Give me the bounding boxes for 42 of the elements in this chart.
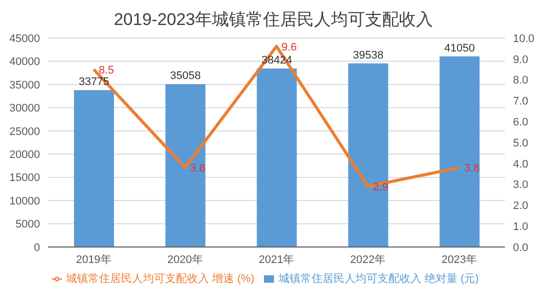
y2-tick-label: 2.0 <box>513 200 528 212</box>
y2-tick-label: 9.0 <box>513 54 528 66</box>
chart-title: 2019-2023年城镇常住居民人均可支配收入 <box>112 9 434 31</box>
legend-label: 城镇常住居民人均可支配收入 增速 (%) <box>66 273 254 285</box>
x-tick-label: 2020年 <box>167 254 203 266</box>
bar <box>440 56 480 247</box>
data-label: 3.8 <box>464 162 480 174</box>
data-label: 35058 <box>170 70 201 82</box>
y-tick-label: 25000 <box>9 126 40 138</box>
y-tick-label: 45000 <box>9 32 40 45</box>
bar <box>256 68 297 247</box>
y2-tick-label: 5.0 <box>513 137 528 150</box>
data-label: 8.5 <box>98 64 114 76</box>
data-label: 2.9 <box>372 181 388 194</box>
x-tick-label: 2022年 <box>350 254 386 266</box>
data-label: 41050 <box>444 42 475 54</box>
y-tick-label: 10000 <box>9 195 40 208</box>
y2-tick-label: 0.0 <box>513 242 528 254</box>
y-tick-label: 5000 <box>16 218 40 231</box>
y-tick-label: 40000 <box>9 56 40 68</box>
bar <box>348 63 388 247</box>
y-tick-label: 15000 <box>9 172 40 184</box>
y2-tick-label: 1.0 <box>513 221 528 234</box>
y2-tick-label: 7.0 <box>513 96 528 108</box>
y-tick-label: 20000 <box>9 149 40 162</box>
data-label: 9.6 <box>282 41 297 54</box>
y-tick-label: 30000 <box>9 102 40 115</box>
bar <box>74 90 114 247</box>
y2-tick-label: 8.0 <box>513 74 528 87</box>
y2-tick-label: 3.0 <box>513 179 528 192</box>
y-tick-label: 35000 <box>9 79 40 92</box>
y-tick-label: 0 <box>34 242 40 254</box>
legend-label: 城镇常住居民人均可支配收入 绝对量 (元) <box>278 273 479 285</box>
x-tick-label: 2021年 <box>258 254 294 266</box>
bar <box>165 84 206 247</box>
x-tick-label: 2023年 <box>442 254 478 266</box>
data-label: 39538 <box>352 49 384 62</box>
y2-tick-label: 6.0 <box>513 116 528 129</box>
y2-tick-label: 10.0 <box>513 32 534 45</box>
x-tick-label: 2019年 <box>76 254 112 266</box>
data-label: 3.8 <box>190 162 206 174</box>
y2-tick-label: 4.0 <box>513 158 528 170</box>
